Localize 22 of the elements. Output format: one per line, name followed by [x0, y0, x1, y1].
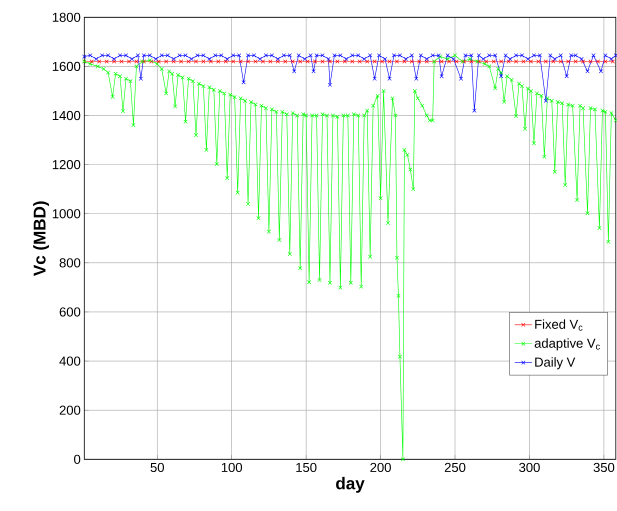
x-tick-label: 200: [370, 462, 391, 472]
y-tick-label: 1800: [52, 12, 80, 22]
legend-label: Fixed V$_{c}$: [535, 319, 583, 331]
legend-label: Daily V: [535, 357, 576, 370]
y-tick-label: 600: [60, 307, 80, 317]
x-tick-label: 50: [150, 462, 164, 472]
y-tick-label: 200: [60, 406, 80, 415]
x-tick-label: 350: [594, 462, 614, 472]
x-tick-label: 250: [444, 462, 466, 472]
y-tick-label: 400: [59, 356, 80, 366]
y-tick-label: 800: [60, 258, 80, 268]
x-tick-label: 150: [296, 462, 316, 472]
x-tick-label: 300: [519, 462, 540, 472]
y-tick-label: 1000: [52, 209, 80, 218]
y-axis-title: Vc (MBD): [33, 201, 49, 276]
y-tick-label: 1600: [52, 62, 80, 72]
y-tick-label: 1400: [52, 110, 80, 120]
y-tick-label: 0: [74, 454, 80, 464]
y-tick-label: 1200: [52, 160, 80, 170]
legend-label: adaptive V$_{c}$: [534, 338, 600, 350]
x-tick-label: 100: [222, 462, 242, 472]
x-axis-title: day: [336, 476, 365, 493]
